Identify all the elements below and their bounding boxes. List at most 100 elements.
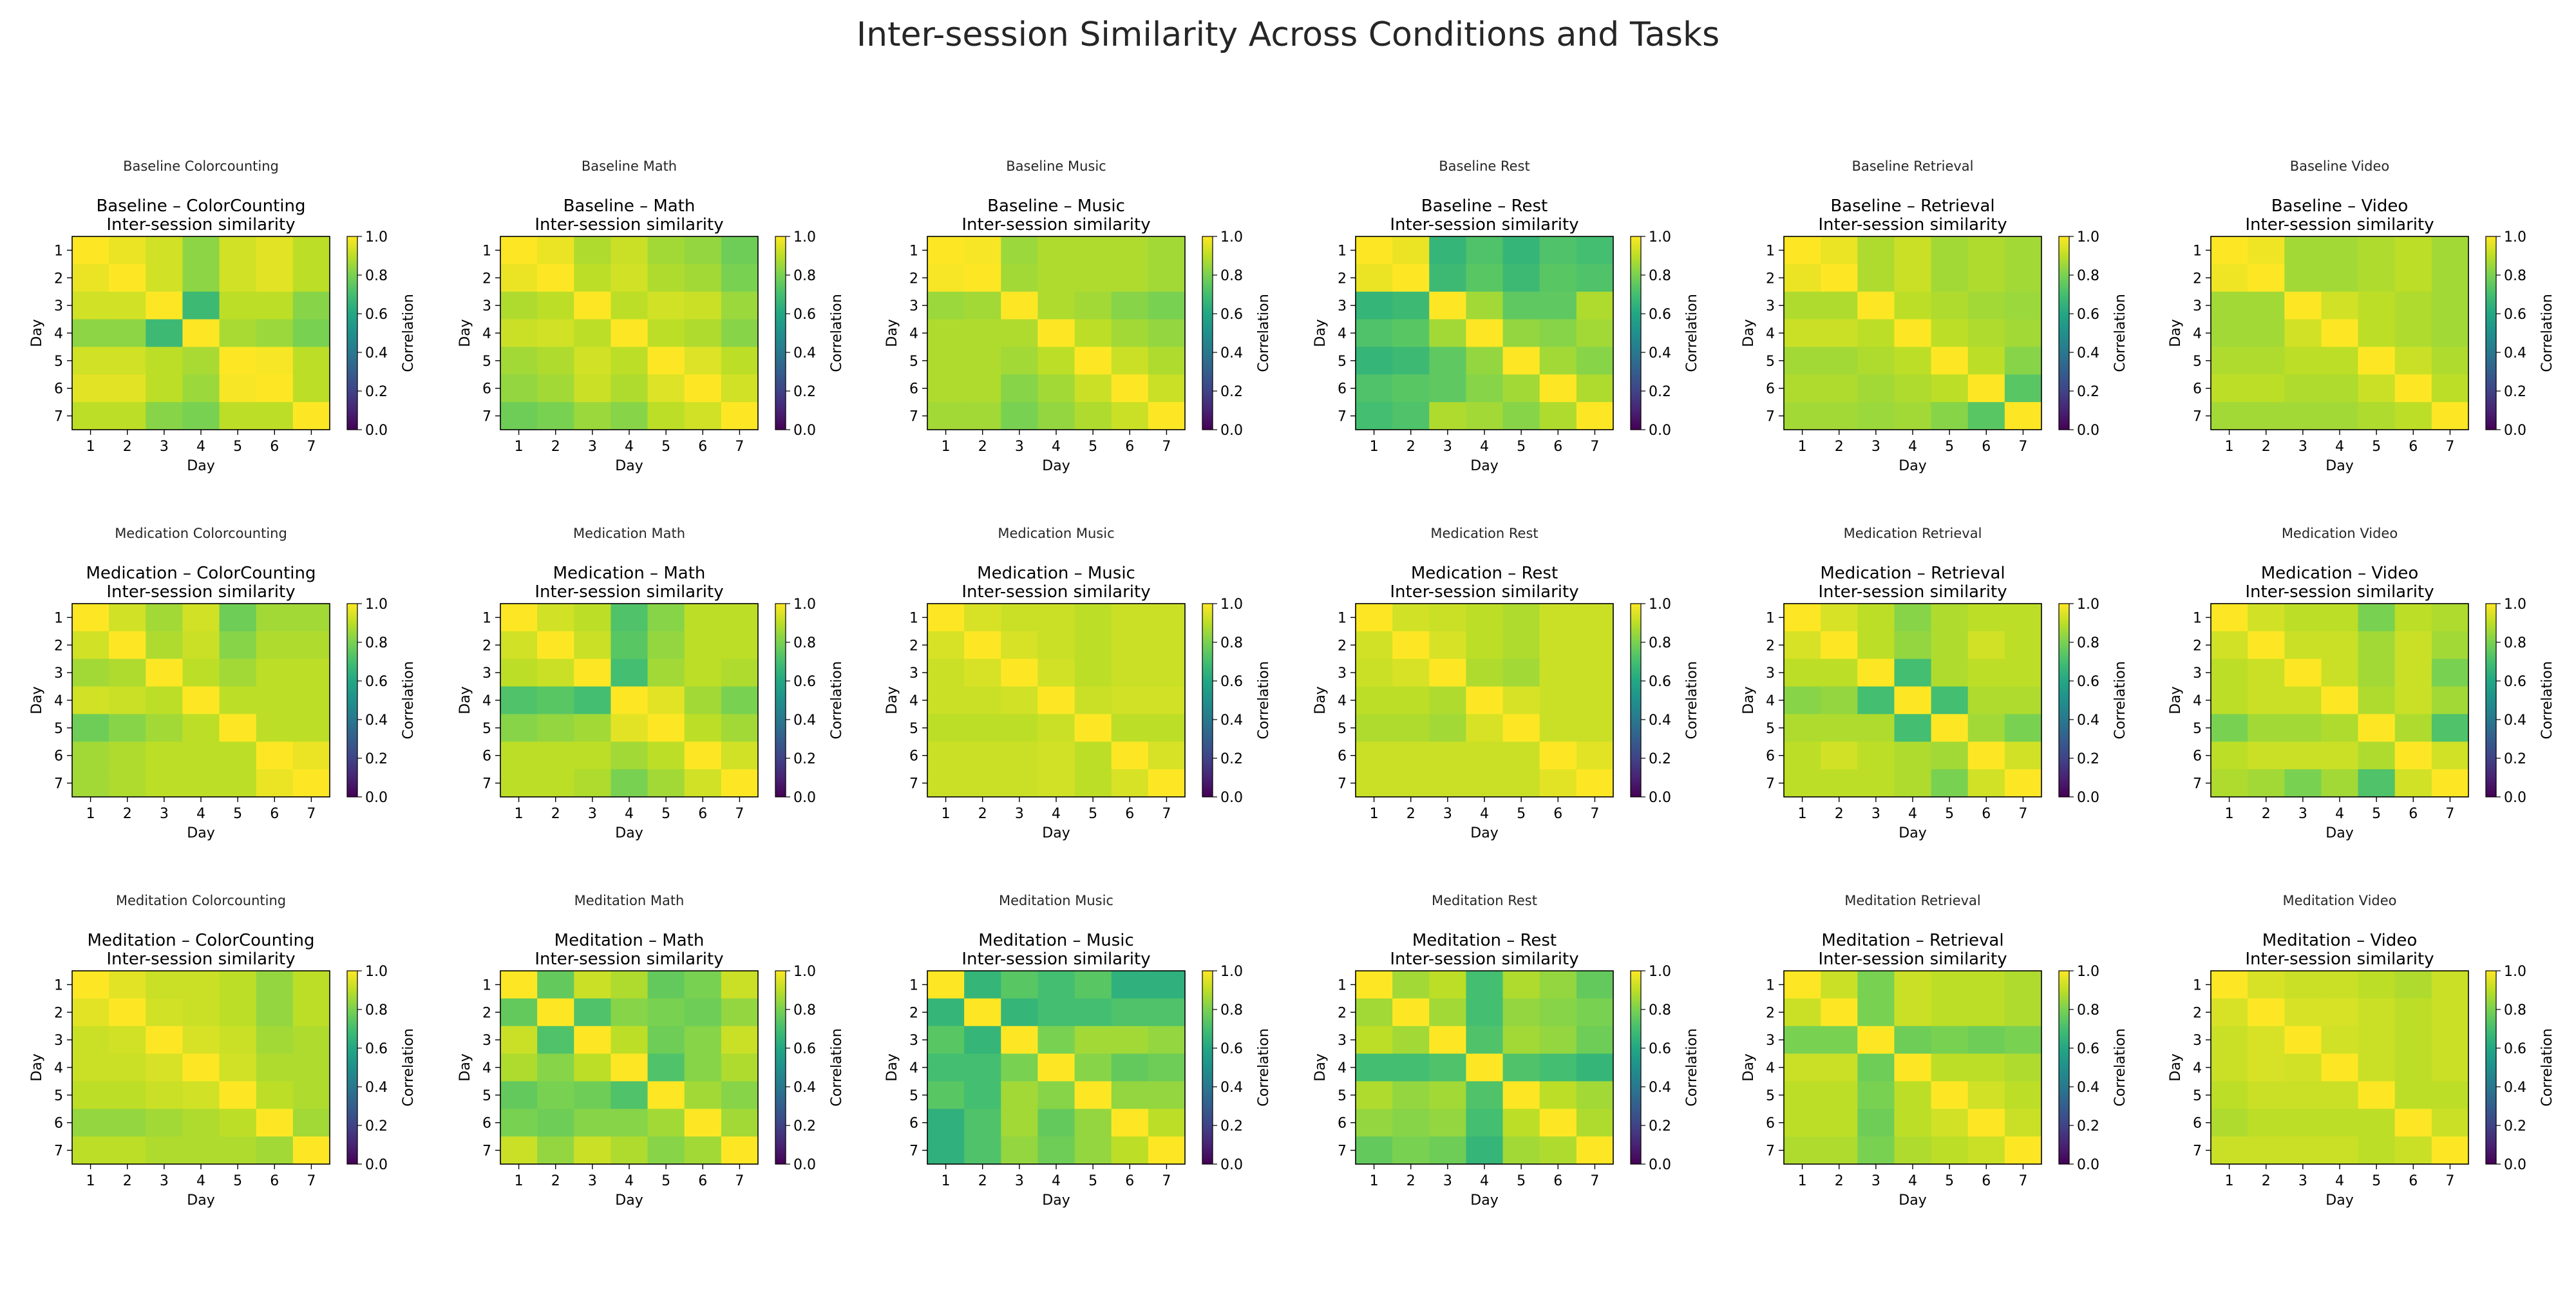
y-axis-label: Day (884, 686, 900, 714)
heatmap-cell (574, 1136, 611, 1165)
colorbar-label: Correlation (829, 1028, 845, 1106)
heatmap-cell (1429, 604, 1466, 632)
panel-title: Medication – ColorCounting (86, 564, 316, 583)
heatmap-cell (647, 319, 685, 347)
heatmap-cell (2321, 998, 2359, 1027)
heatmap-cell (1037, 319, 1075, 347)
heatmap-cell (537, 741, 574, 770)
heatmap-cell (500, 374, 538, 403)
x-axis-label: Day (615, 825, 643, 841)
colorbar-label: Correlation (829, 294, 845, 372)
colorbar-tick-label: 0.0 (2504, 790, 2526, 806)
x-tick-label: 7 (2445, 1173, 2454, 1189)
heatmap-cell (1857, 769, 1895, 798)
heatmap-cell (1967, 769, 2005, 798)
colorbar-tick-label: 1.0 (365, 597, 388, 613)
heatmap-cell (574, 769, 611, 798)
heatmap-cell (219, 319, 257, 347)
y-tick-label: 3 (909, 1033, 918, 1049)
y-tick-label: 5 (1766, 354, 1775, 370)
x-tick-label: 7 (1590, 1173, 1599, 1189)
y-tick-label: 4 (1338, 326, 1347, 342)
x-tick-label: 7 (1590, 439, 1599, 455)
colorbar-tick-label: 0.0 (365, 1157, 388, 1173)
panel-small-title: Meditation Math (574, 893, 685, 908)
heatmap-cell (2284, 1053, 2322, 1082)
heatmap-cell (1356, 347, 1393, 375)
heatmap-cell (1576, 686, 1614, 714)
heatmap-cell (256, 604, 294, 632)
heatmap-cell (1111, 714, 1149, 742)
heatmap-cell (256, 236, 294, 265)
colorbar-tick-label: 1.0 (1220, 229, 1243, 245)
panel-small-title: Meditation Music (999, 893, 1113, 908)
y-tick-label: 4 (54, 326, 63, 342)
x-tick-label: 1 (2225, 806, 2234, 822)
heatmap-cell (1356, 1109, 1393, 1137)
heatmap-cell (292, 1109, 330, 1137)
y-tick-label: 6 (2193, 381, 2202, 397)
heatmap-cell (684, 1081, 722, 1109)
heatmap-cell (1037, 1026, 1075, 1055)
colorbar-tick-label: 0.4 (1649, 345, 1671, 361)
heatmap-cell (1894, 998, 1932, 1027)
heatmap-cell (1111, 291, 1149, 320)
x-tick-label: 4 (625, 1173, 634, 1189)
heatmap-cell (1111, 263, 1149, 292)
heatmap-cell (1857, 686, 1895, 714)
panel-small-title: Meditation Retrieval (1844, 893, 1981, 908)
heatmap-cell (1821, 686, 1858, 714)
heatmap-cell (2321, 1136, 2359, 1165)
y-tick-label: 1 (1338, 243, 1347, 259)
heatmap-cell (2211, 631, 2248, 660)
heatmap-cell (1576, 1109, 1614, 1137)
x-tick-label: 6 (1125, 806, 1134, 822)
heatmap-cell (256, 1026, 294, 1055)
x-tick-label: 2 (2262, 806, 2271, 822)
x-tick-label: 3 (160, 439, 169, 455)
heatmap-cell (1894, 374, 1932, 403)
heatmap-cell (1857, 1026, 1895, 1055)
heatmap-panel: Meditation Music Meditation – MusicInter-… (884, 893, 1272, 1209)
y-axis-label: Day (884, 1053, 900, 1081)
heatmap-cell (109, 347, 146, 375)
heatmap-cell (2394, 1109, 2432, 1137)
y-tick-label: 1 (1766, 243, 1775, 259)
panel-title: Meditation – Math (554, 931, 705, 950)
colorbar-tick-label: 1.0 (2077, 964, 2099, 980)
heatmap-cell (256, 998, 294, 1027)
colorbar-tick-label: 0.2 (793, 384, 816, 400)
heatmap-cell (1967, 263, 2005, 292)
x-axis-label: Day (1899, 825, 1926, 841)
heatmap-cell (2284, 1081, 2322, 1109)
colorbar-tick-label: 0.4 (2077, 712, 2099, 729)
heatmap-cell (2004, 631, 2042, 660)
heatmap-cell (256, 263, 294, 292)
colorbar-tick-label: 0.6 (793, 1041, 816, 1057)
colorbar-tick-label: 0.0 (793, 423, 816, 439)
colorbar-label: Correlation (401, 294, 417, 372)
heatmap-cell (574, 998, 611, 1027)
heatmap-cell (2394, 714, 2432, 742)
heatmap-cell (1502, 236, 1540, 265)
colorbar-label: Correlation (1684, 661, 1700, 739)
heatmap-cell (182, 631, 220, 660)
heatmap-cell (537, 1026, 574, 1055)
x-tick-label: 3 (160, 1173, 169, 1189)
heatmap-cell (1539, 1081, 1577, 1109)
heatmap-cell (1429, 402, 1466, 430)
heatmap-cell (1466, 1136, 1504, 1165)
x-axis-label: Day (1470, 825, 1498, 841)
heatmap-cell (1392, 604, 1430, 632)
x-tick-label: 4 (2335, 439, 2344, 455)
colorbar-tick-label: 1.0 (1220, 597, 1243, 613)
heatmap-cell (109, 402, 146, 430)
heatmap-cell (1001, 1136, 1038, 1165)
heatmap-cell (109, 769, 146, 798)
y-tick-label: 2 (2193, 271, 2202, 287)
heatmap-cell (500, 236, 538, 265)
heatmap-cell (574, 604, 611, 632)
y-tick-label: 5 (54, 1088, 63, 1104)
heatmap-cell (1356, 1026, 1393, 1055)
heatmap-cell (927, 1081, 965, 1109)
